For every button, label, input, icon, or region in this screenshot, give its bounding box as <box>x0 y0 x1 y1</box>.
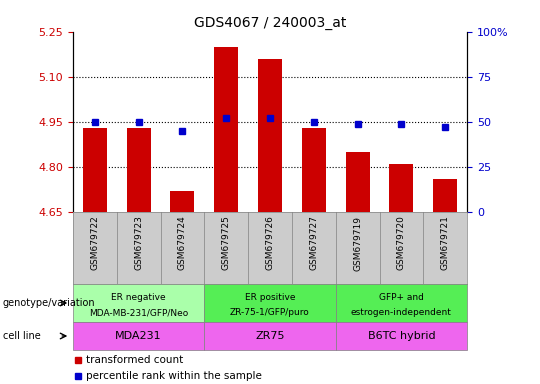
Bar <box>73 322 204 350</box>
Text: GSM679724: GSM679724 <box>178 215 187 270</box>
Text: ZR75: ZR75 <box>255 331 285 341</box>
Text: GSM679725: GSM679725 <box>222 215 231 270</box>
Text: GSM679721: GSM679721 <box>441 215 450 270</box>
Text: percentile rank within the sample: percentile rank within the sample <box>86 371 262 381</box>
Title: GDS4067 / 240003_at: GDS4067 / 240003_at <box>194 16 346 30</box>
Bar <box>83 128 107 212</box>
Text: ER negative: ER negative <box>111 293 166 302</box>
Bar <box>126 128 151 212</box>
Bar <box>433 179 457 212</box>
Text: GSM679727: GSM679727 <box>309 215 318 270</box>
Bar <box>204 322 336 350</box>
Bar <box>204 284 336 322</box>
Text: ER positive: ER positive <box>245 293 295 302</box>
Text: GSM679723: GSM679723 <box>134 215 143 270</box>
Bar <box>336 284 467 322</box>
Text: ZR-75-1/GFP/puro: ZR-75-1/GFP/puro <box>230 308 310 317</box>
Bar <box>302 128 326 212</box>
Text: estrogen-independent: estrogen-independent <box>351 308 452 317</box>
Text: GFP+ and: GFP+ and <box>379 293 424 302</box>
Text: MDA-MB-231/GFP/Neo: MDA-MB-231/GFP/Neo <box>89 308 188 317</box>
Text: MDA231: MDA231 <box>115 331 162 341</box>
Text: GSM679719: GSM679719 <box>353 215 362 271</box>
Text: GSM679722: GSM679722 <box>90 215 99 270</box>
Bar <box>73 284 204 322</box>
Bar <box>214 47 238 212</box>
Text: transformed count: transformed count <box>86 354 184 364</box>
Bar <box>336 322 467 350</box>
Text: B6TC hybrid: B6TC hybrid <box>368 331 435 341</box>
Bar <box>258 59 282 212</box>
Text: GSM679720: GSM679720 <box>397 215 406 270</box>
Bar <box>346 152 370 212</box>
Bar <box>170 191 194 212</box>
Text: GSM679726: GSM679726 <box>266 215 274 270</box>
Text: genotype/variation: genotype/variation <box>3 298 96 308</box>
Text: cell line: cell line <box>3 331 40 341</box>
Bar <box>389 164 414 212</box>
